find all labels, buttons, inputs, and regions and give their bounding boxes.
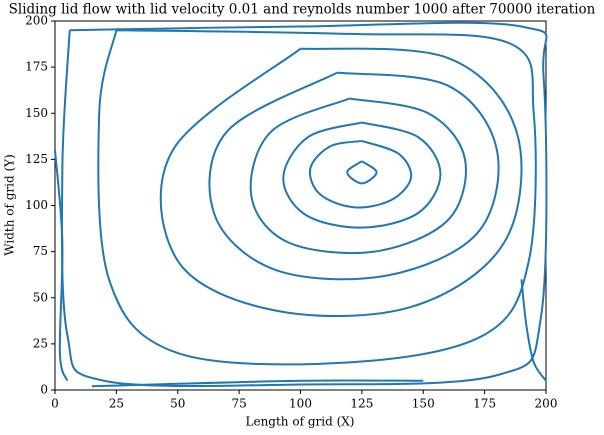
streamline: [208, 71, 500, 281]
y-axis-label: Width of grid (Y): [3, 154, 17, 256]
y-tick-label: 0: [40, 383, 48, 397]
x-tick-label: 125: [350, 397, 373, 411]
y-tick-label: 200: [25, 14, 48, 28]
x-tick-label: 25: [109, 397, 124, 411]
y-tick-label: 50: [33, 290, 48, 304]
plot-frame: [54, 20, 547, 391]
streamline: [249, 97, 467, 255]
y-tick-label: 75: [33, 244, 48, 258]
x-axis-label: Length of grid (X): [246, 415, 355, 429]
streamline: [54, 150, 69, 382]
streamline: [346, 160, 378, 185]
chart-title: Sliding lid flow with lid velocity 0.01 …: [9, 2, 596, 18]
streamline: [308, 139, 413, 209]
x-tick-label: 50: [170, 397, 185, 411]
x-tick-label: 75: [231, 397, 246, 411]
x-tick-label: 175: [473, 397, 496, 411]
y-tick-label: 125: [25, 152, 48, 166]
x-tick-label: 100: [289, 397, 312, 411]
y-tick-label: 175: [25, 60, 48, 74]
streamline: [91, 379, 424, 388]
streamline: [282, 121, 442, 229]
x-tick-label: 200: [535, 397, 558, 411]
streamline: [60, 21, 548, 388]
x-tick-label: 0: [51, 397, 59, 411]
y-tick-label: 100: [25, 198, 48, 212]
streamline: [97, 29, 537, 366]
y-tick-label: 25: [33, 336, 48, 350]
x-tick-label: 150: [412, 397, 435, 411]
y-tick-label: 150: [25, 106, 48, 120]
streamline: [520, 279, 547, 382]
streamline: [159, 47, 523, 318]
